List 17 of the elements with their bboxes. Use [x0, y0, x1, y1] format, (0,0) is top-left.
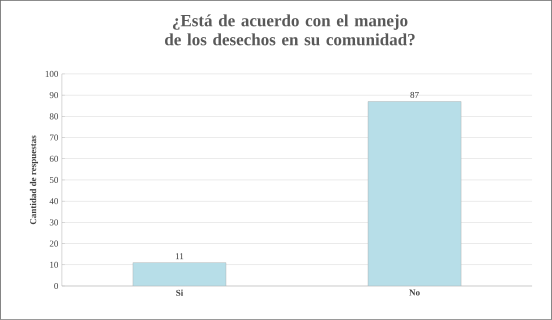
data-label: 11 — [176, 253, 184, 260]
x-tick-label: Si — [176, 290, 184, 296]
y-tick-label: 0 — [54, 283, 58, 290]
y-tick-label: 10 — [50, 262, 58, 268]
data-label: 87 — [410, 92, 419, 98]
y-axis-title: Cantidad de respuestas — [30, 136, 38, 224]
x-tick-label: No — [409, 290, 420, 296]
y-tick-label: 50 — [50, 176, 58, 184]
y-tick-label: 60 — [50, 156, 58, 162]
y-tick-label: 40 — [50, 198, 58, 204]
y-tick-label: 90 — [50, 92, 58, 98]
chart-title: ¿Está de acuerdo con el manejo de los desechos en su comunidad? — [165, 14, 415, 46]
y-tick-label: 20 — [50, 240, 58, 247]
y-tick-label: 100 — [46, 70, 58, 78]
y-tick-label: 80 — [50, 113, 58, 120]
y-tick-label: 30 — [50, 219, 58, 226]
y-tick-label: 70 — [50, 134, 58, 141]
